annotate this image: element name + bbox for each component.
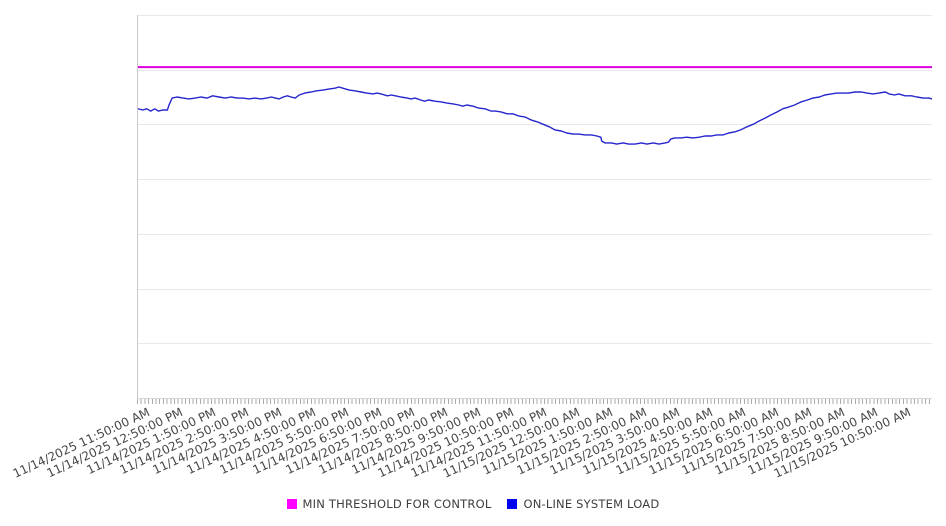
x-axis-label: 11/14/2025 8:50:00 PM	[316, 405, 450, 478]
plot-canvas	[138, 66, 932, 145]
x-axis-label: 11/15/2025 7:50:00 AM	[679, 405, 814, 478]
plot-area	[137, 15, 932, 399]
gridline	[138, 343, 932, 345]
x-axis-label: 11/15/2025 8:50:00 AM	[712, 405, 848, 478]
x-axis-label: 11/15/2025 4:50:00 AM	[580, 405, 715, 478]
x-axis-label: 11/15/2025 6:50:00 AM	[646, 405, 781, 478]
x-axis-label: 11/15/2025 10:50:00 AM	[772, 405, 914, 481]
gridline	[138, 288, 932, 290]
legend-label-min-threshold: MIN THRESHOLD FOR CONTROL	[302, 497, 492, 511]
x-axis-label: 11/14/2025 12:50:00 PM	[44, 405, 186, 481]
x-axis-label: 11/14/2025 11:50:00 AM	[10, 405, 152, 481]
x-axis-label: 11/15/2025 9:50:00 AM	[745, 405, 881, 478]
x-axis-label: 11/14/2025 7:50:00 PM	[283, 405, 417, 478]
load-line	[138, 86, 932, 145]
x-axis-label: 11/14/2025 5:50:00 PM	[217, 405, 351, 478]
gridline	[138, 15, 932, 16]
legend-label-system-load: ON-LINE SYSTEM LOAD	[523, 497, 660, 511]
gridline	[138, 233, 932, 235]
x-axis-label: 11/15/2025 2:50:00 AM	[514, 405, 649, 478]
x-axis-label: 11/15/2025 12:50:00 AM	[441, 405, 583, 481]
min-threshold-swatch-icon	[286, 499, 297, 509]
legend: MIN THRESHOLD FOR CONTROL ON-LINE SYSTEM…	[0, 497, 946, 511]
x-axis-labels: 11/14/2025 11:50:00 AM 11/14/2025 12:50:0…	[0, 405, 946, 495]
x-axis-label: 11/14/2025 6:50:00 PM	[250, 405, 384, 478]
x-axis-label: 11/14/2025 10:50:00 PM	[375, 405, 517, 481]
x-axis-label: 11/15/2025 1:50:00 AM	[481, 405, 616, 478]
legend-item-min-threshold[interactable]: MIN THRESHOLD FOR CONTROL	[286, 497, 492, 511]
x-axis-label: 11/14/2025 11:50:00 PM	[408, 405, 550, 481]
gridline	[138, 179, 932, 181]
x-axis-label: 11/14/2025 4:50:00 PM	[184, 405, 318, 478]
x-axis-label: 11/14/2025 3:50:00 PM	[150, 405, 285, 478]
x-axis-label: 11/14/2025 1:50:00 PM	[84, 405, 219, 478]
x-axis-label: 11/14/2025 2:50:00 PM	[117, 405, 252, 478]
x-axis-minor-ticks	[137, 399, 932, 404]
system-load-swatch-icon	[507, 499, 518, 509]
x-axis-label: 11/15/2025 3:50:00 AM	[547, 405, 682, 478]
x-axis-label: 11/15/2025 5:50:00 AM	[613, 405, 748, 478]
gridline	[138, 69, 932, 71]
gridline	[138, 124, 932, 126]
legend-item-system-load[interactable]: ON-LINE SYSTEM LOAD	[507, 497, 659, 511]
x-axis-label: 11/14/2025 9:50:00 PM	[349, 405, 483, 478]
